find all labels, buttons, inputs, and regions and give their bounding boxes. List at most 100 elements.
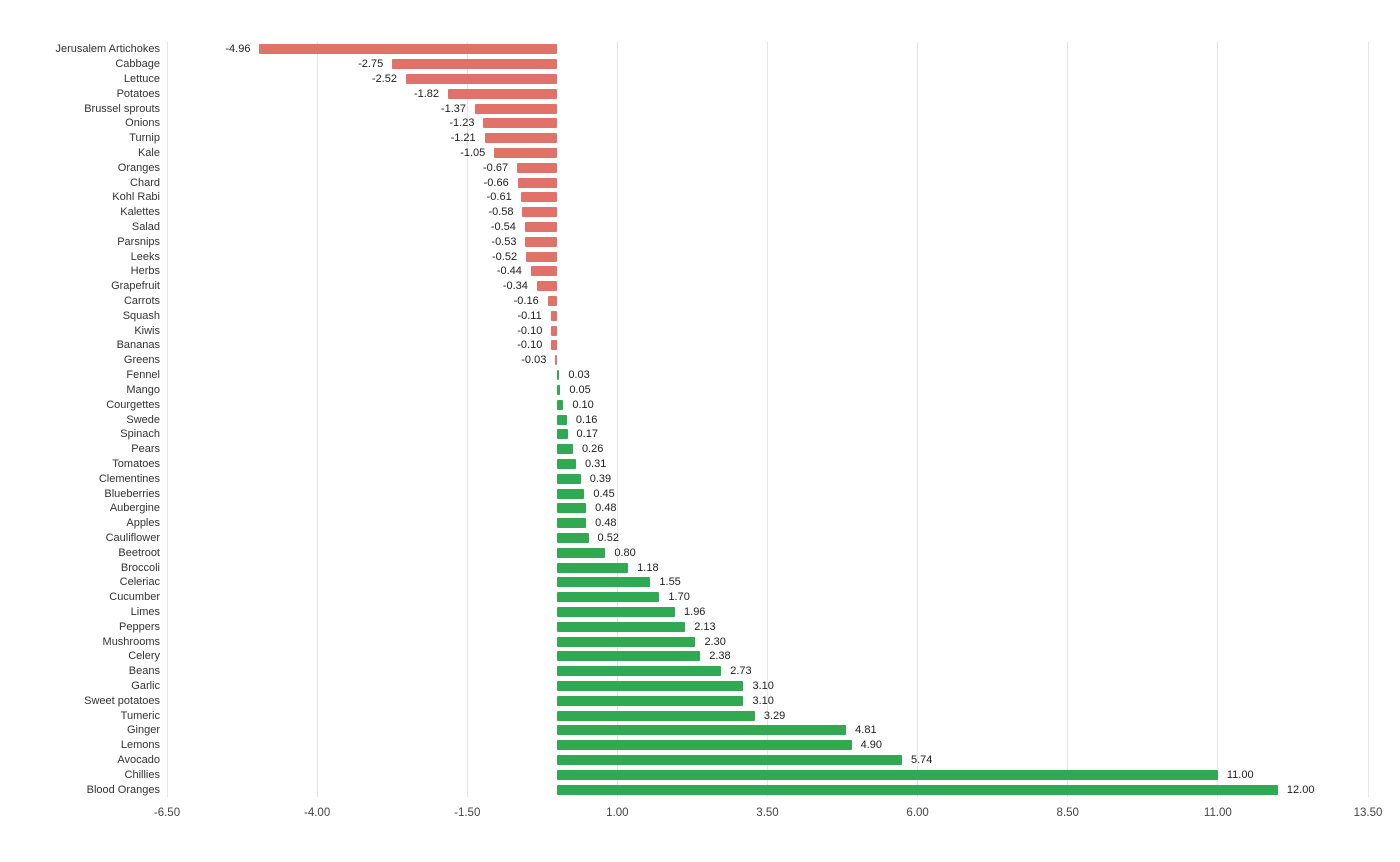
- bar[interactable]: [557, 606, 675, 617]
- bar[interactable]: [405, 74, 558, 84]
- category-label: Lemons: [120, 739, 160, 752]
- bar[interactable]: [557, 384, 561, 395]
- bar[interactable]: [484, 133, 558, 144]
- bar[interactable]: [557, 444, 573, 455]
- gridline: [767, 42, 768, 797]
- category-label: Jerusalem Artichokes: [55, 43, 160, 56]
- bar-value-label: -0.34: [502, 280, 528, 293]
- bar[interactable]: [557, 488, 585, 499]
- bar-value-label: 3.10: [752, 694, 774, 707]
- bar[interactable]: [557, 473, 581, 484]
- bar-value-label: 4.90: [860, 739, 882, 752]
- bar[interactable]: [522, 207, 558, 218]
- bar[interactable]: [557, 680, 744, 691]
- category-label: Chillies: [124, 768, 160, 781]
- bar[interactable]: [475, 103, 558, 114]
- bar[interactable]: [555, 355, 558, 366]
- bar-value-label: 0.10: [572, 398, 594, 411]
- bar[interactable]: [557, 562, 629, 573]
- category-label: Oranges: [117, 161, 160, 174]
- bar[interactable]: [557, 636, 696, 647]
- bar[interactable]: [557, 592, 660, 603]
- bar-value-label: -0.44: [496, 265, 522, 278]
- bar-value-label: -1.23: [449, 117, 475, 130]
- category-label: Brussel sprouts: [84, 102, 160, 115]
- category-label: Leeks: [130, 250, 160, 263]
- x-tick-label: 6.00: [906, 807, 929, 819]
- bar[interactable]: [557, 769, 1218, 780]
- bar[interactable]: [557, 414, 567, 425]
- bar[interactable]: [536, 281, 558, 292]
- bar[interactable]: [557, 429, 568, 440]
- bar[interactable]: [259, 44, 558, 55]
- category-label: Cucumber: [109, 591, 160, 604]
- category-label: Carrots: [123, 295, 160, 308]
- bar[interactable]: [550, 310, 558, 321]
- bar[interactable]: [557, 695, 744, 706]
- category-label: Aubergine: [109, 502, 160, 515]
- bar[interactable]: [557, 710, 755, 721]
- bar[interactable]: [551, 325, 558, 336]
- bar[interactable]: [448, 88, 558, 99]
- bar[interactable]: [526, 251, 558, 262]
- bar[interactable]: [557, 651, 701, 662]
- bar[interactable]: [557, 754, 902, 765]
- bar[interactable]: [557, 503, 587, 514]
- bar-value-label: 0.45: [593, 487, 615, 500]
- bar[interactable]: [557, 518, 587, 529]
- bar[interactable]: [517, 177, 558, 188]
- category-label: Beetroot: [118, 546, 160, 559]
- bar-value-label: -0.54: [490, 221, 516, 234]
- bar[interactable]: [557, 370, 560, 381]
- category-label: Herbs: [130, 265, 160, 278]
- bar[interactable]: [557, 458, 576, 469]
- gridline: [166, 42, 168, 797]
- bar[interactable]: [557, 666, 722, 677]
- bar[interactable]: [557, 547, 606, 558]
- category-label: Clementines: [98, 472, 160, 485]
- bar[interactable]: [547, 296, 558, 307]
- bar-value-label: -0.67: [483, 161, 509, 174]
- x-tick-label: 1.00: [606, 807, 629, 819]
- bar[interactable]: [392, 59, 558, 70]
- bar[interactable]: [525, 236, 558, 247]
- bar[interactable]: [483, 118, 558, 129]
- bar-value-label: 4.81: [855, 724, 877, 737]
- bar[interactable]: [517, 162, 558, 173]
- bar-value-label: -0.11: [517, 309, 542, 322]
- bar-value-label: 0.31: [584, 457, 607, 470]
- category-label: Onions: [125, 117, 160, 130]
- bar-value-label: 0.16: [575, 413, 598, 426]
- bar[interactable]: [557, 399, 564, 410]
- x-tick-label: 13.50: [1353, 807, 1383, 819]
- bar[interactable]: [557, 577, 651, 588]
- bar[interactable]: [530, 266, 558, 277]
- bar[interactable]: [557, 621, 686, 632]
- bar[interactable]: [557, 725, 847, 736]
- category-label: Limes: [130, 605, 160, 618]
- bar-value-label: -1.37: [440, 102, 467, 115]
- bar-value-label: 0.52: [597, 531, 619, 544]
- category-label: Bananas: [116, 339, 160, 352]
- gridline: [1367, 42, 1369, 797]
- category-label: Fennel: [126, 369, 160, 382]
- bar[interactable]: [494, 148, 558, 159]
- category-label: Greens: [123, 354, 160, 367]
- bar[interactable]: [557, 532, 589, 543]
- bar-value-label: 0.26: [581, 443, 604, 456]
- bar-value-label: -0.61: [486, 191, 512, 204]
- category-label: Salad: [131, 221, 160, 234]
- bar[interactable]: [520, 192, 558, 203]
- gridline: [1217, 42, 1219, 797]
- category-label: Celeriac: [119, 576, 160, 589]
- category-label: Apples: [126, 517, 160, 530]
- gridline: [466, 42, 468, 797]
- bar-value-label: -0.10: [517, 324, 543, 337]
- bar[interactable]: [557, 784, 1278, 795]
- bar[interactable]: [524, 222, 558, 233]
- category-label: Garlic: [131, 679, 160, 692]
- bar-value-label: 0.39: [589, 472, 612, 485]
- category-label: Mushrooms: [102, 635, 160, 648]
- bar[interactable]: [557, 740, 852, 751]
- bar[interactable]: [551, 340, 558, 351]
